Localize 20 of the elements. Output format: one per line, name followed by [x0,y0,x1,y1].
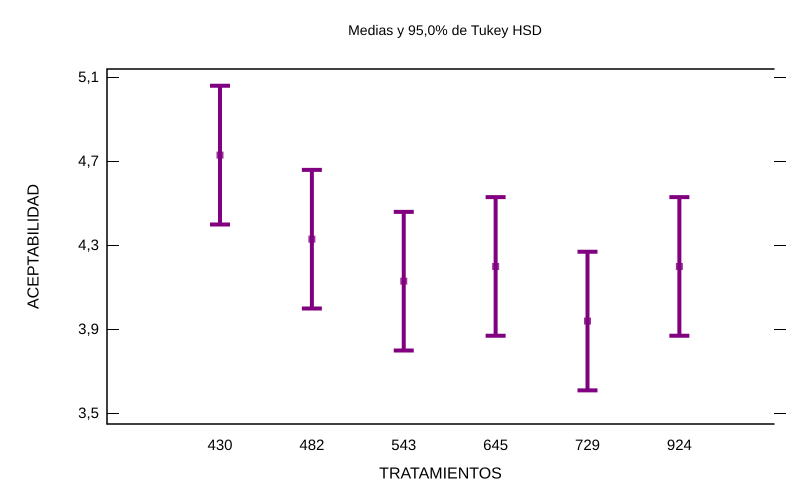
y-tick-label: 3,5 [78,404,99,422]
y-tick-label: 4,3 [78,236,99,254]
y-tick-label: 3,9 [78,320,99,338]
point [584,318,591,325]
point [308,236,316,243]
x-tick-label: 543 [391,437,416,454]
x-tick-label: 645 [483,437,508,454]
point [400,278,408,285]
y-axis-title: ACEPTABILIDAD [26,184,42,310]
x-tick-label: 924 [666,437,692,454]
y-tick-label: 4,7 [78,152,99,170]
x-tick-label: 430 [207,437,233,454]
chart-title: Medias y 95,0% de Tukey HSD [348,22,542,38]
point [216,152,224,159]
x-tick-label: 482 [299,437,324,454]
x-axis-title: TRATAMIENTOS [379,466,502,482]
x-tick-label: 729 [574,437,600,454]
point [492,262,500,270]
y-tick-label: 5,1 [78,68,99,86]
point [676,262,683,270]
